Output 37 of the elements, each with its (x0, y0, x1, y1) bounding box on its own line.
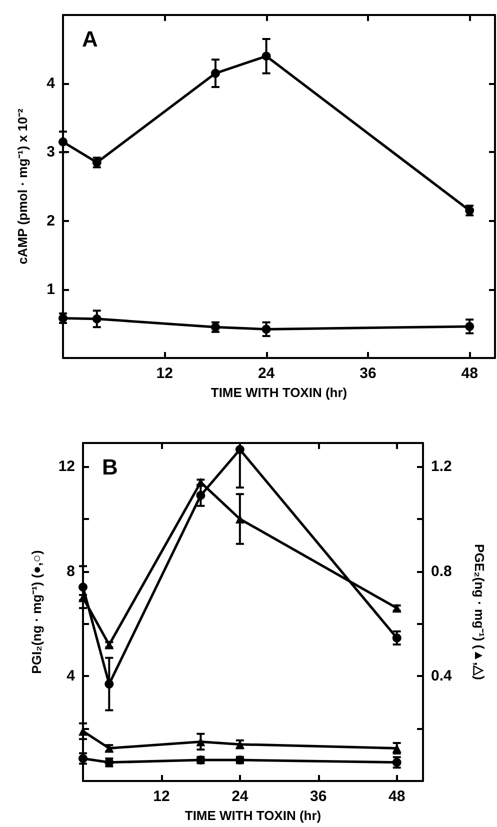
x-axis-title: TIME WITH TOXIN (hr) (184, 808, 322, 823)
x-tick-label: 12 (156, 365, 173, 382)
point (465, 322, 474, 331)
x-tick-label: 12 (153, 788, 170, 805)
point (58, 137, 68, 146)
point (196, 490, 206, 500)
x-tick-label: 24 (232, 788, 249, 805)
point (392, 633, 402, 642)
y-tick-label: 4 (46, 75, 56, 92)
y2-tick-label: 1.2 (431, 458, 452, 476)
y-tick-label: 3 (46, 144, 55, 161)
y-axis-title: PGI₂(ng · mg⁻¹) (●,○) (29, 550, 44, 674)
y-axis-title: cAMP (pmol · mg⁻¹) x 10⁻² (15, 108, 30, 264)
point (78, 582, 88, 592)
y-tick-label: 1 (46, 280, 55, 298)
x-tick-label: 24 (258, 365, 276, 382)
y-tick-label: 4 (66, 668, 76, 685)
y2-axis-title: PGE₂(ng · mg⁻¹) (▲,△) (472, 544, 487, 680)
point (78, 754, 88, 763)
text: A (82, 26, 98, 52)
x-axis-title: TIME WITH TOXIN (hr) (210, 385, 348, 400)
point (104, 680, 114, 689)
y-tick-label: 12 (58, 458, 75, 476)
y-tick-label: 2 (46, 212, 55, 230)
point (92, 314, 102, 324)
x-tick-label: 36 (310, 788, 327, 805)
point (262, 52, 271, 61)
text: B (102, 454, 118, 480)
point (210, 68, 220, 78)
y-tick-label: 8 (66, 562, 75, 580)
y2-tick-label: 0.8 (431, 562, 452, 580)
point (58, 314, 68, 323)
x-tick-label: 36 (360, 365, 376, 382)
x-tick-label: 48 (461, 365, 478, 382)
x-tick-label: 48 (388, 788, 406, 805)
y2-tick-label: 0.4 (431, 668, 453, 685)
point (262, 324, 271, 334)
